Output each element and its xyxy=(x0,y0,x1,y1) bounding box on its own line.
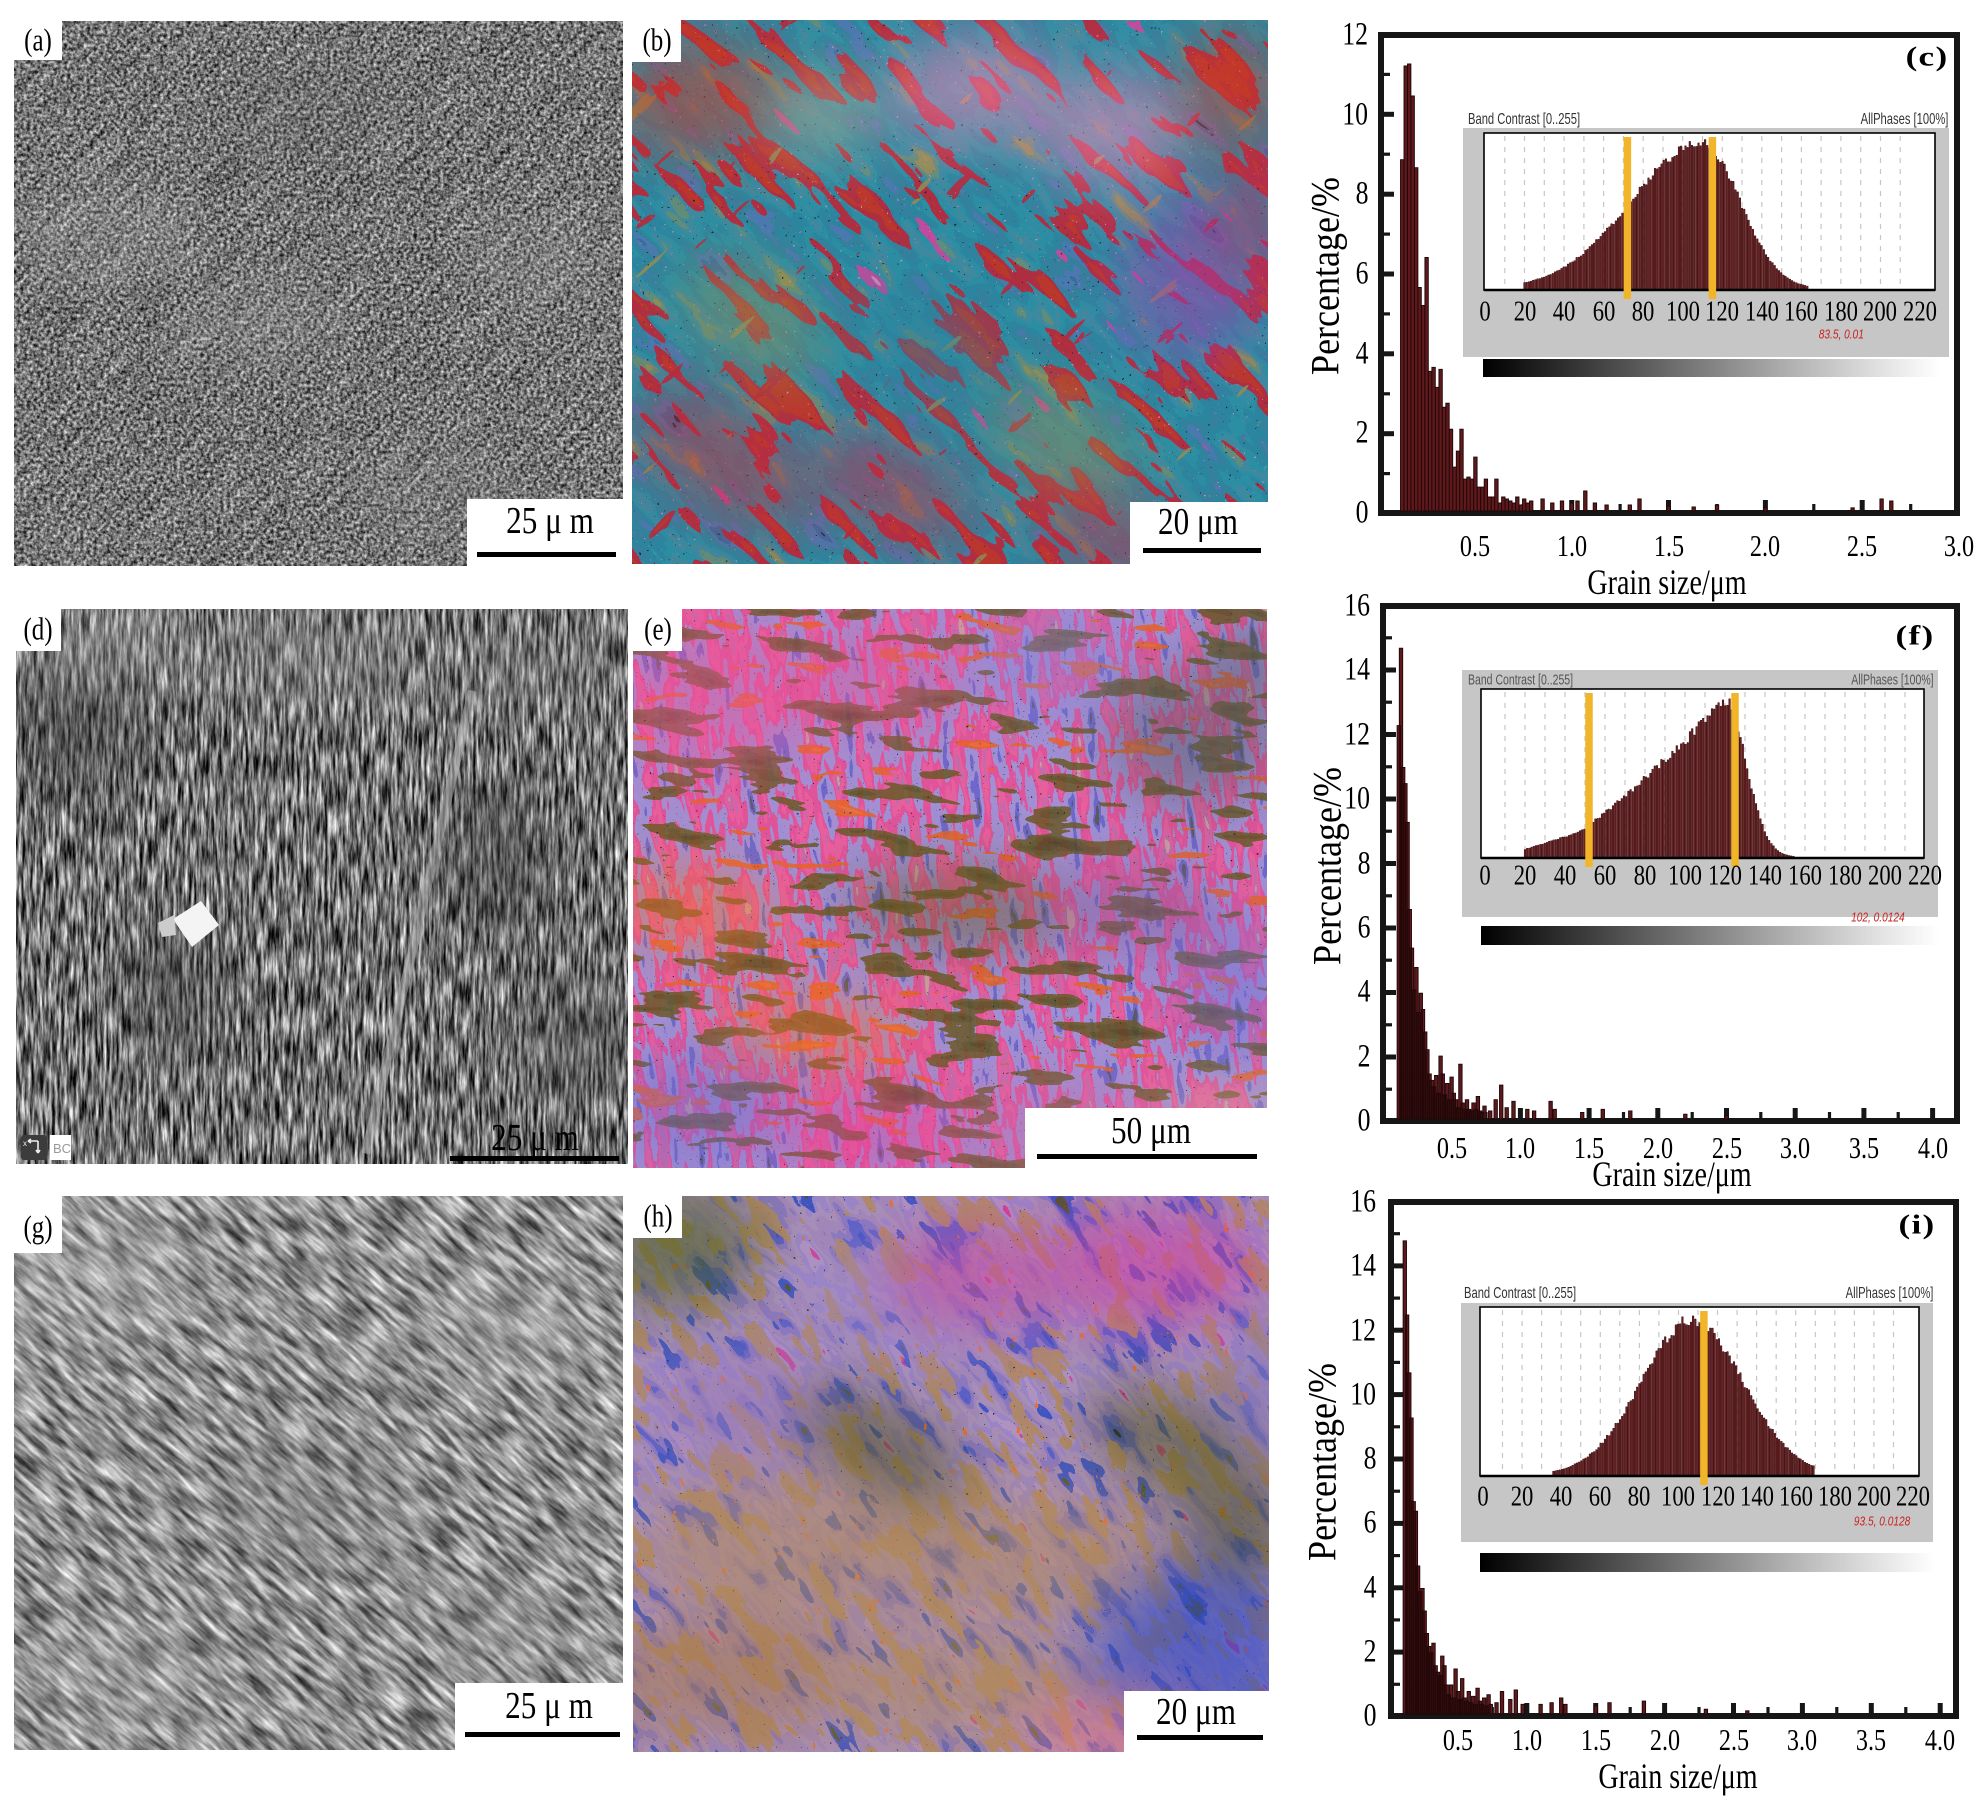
svg-text:x: x xyxy=(23,1139,27,1148)
svg-text:BC: BC xyxy=(53,1141,71,1156)
